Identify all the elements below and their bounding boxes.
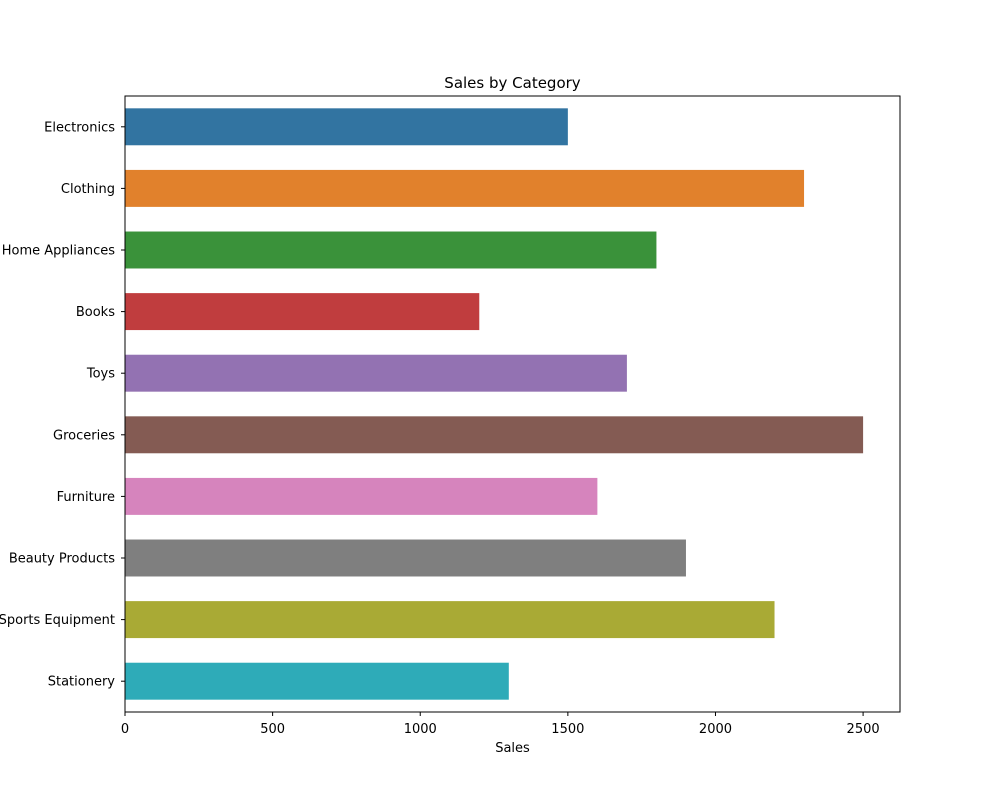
y-tick-label: Clothing <box>61 182 115 197</box>
bar-beauty-products <box>125 539 686 577</box>
y-tick-label: Toys <box>86 367 115 382</box>
bar-clothing <box>125 169 805 207</box>
x-axis-label: Sales <box>495 741 530 756</box>
x-tick-label: 500 <box>260 722 285 737</box>
y-tick-label: Furniture <box>57 490 115 505</box>
y-tick-label: Groceries <box>53 428 115 443</box>
bar-books <box>125 293 480 331</box>
x-tick-label: 1500 <box>551 722 584 737</box>
y-tick-label: Electronics <box>44 120 115 135</box>
y-axis-ticks: Electronics Clothing Home Appliances Books T… <box>0 120 125 690</box>
plot-frame <box>124 95 901 713</box>
bar-furniture <box>125 477 598 515</box>
y-tick-label: Home Appliances <box>2 244 115 259</box>
y-tick-label: Books <box>76 305 115 320</box>
bar-home-appliances <box>125 231 657 269</box>
y-tick-label: Sports Equipment <box>0 613 115 628</box>
bar-groceries <box>125 416 864 454</box>
x-tick-label: 1000 <box>404 722 437 737</box>
x-axis-ticks: 0 500 1000 1500 2000 2500 <box>121 712 880 737</box>
bar-toys <box>125 354 627 392</box>
bars-group <box>125 108 864 700</box>
x-tick-label: 2000 <box>699 722 732 737</box>
bar-sports-equipment <box>125 601 775 639</box>
x-tick-label: 2500 <box>847 722 880 737</box>
x-tick-label: 0 <box>121 722 129 737</box>
bar-electronics <box>125 108 568 146</box>
bar-stationery <box>125 662 509 700</box>
y-tick-label: Beauty Products <box>9 552 115 567</box>
chart-title: Sales by Category <box>444 74 581 92</box>
y-tick-label: Stationery <box>48 675 116 690</box>
